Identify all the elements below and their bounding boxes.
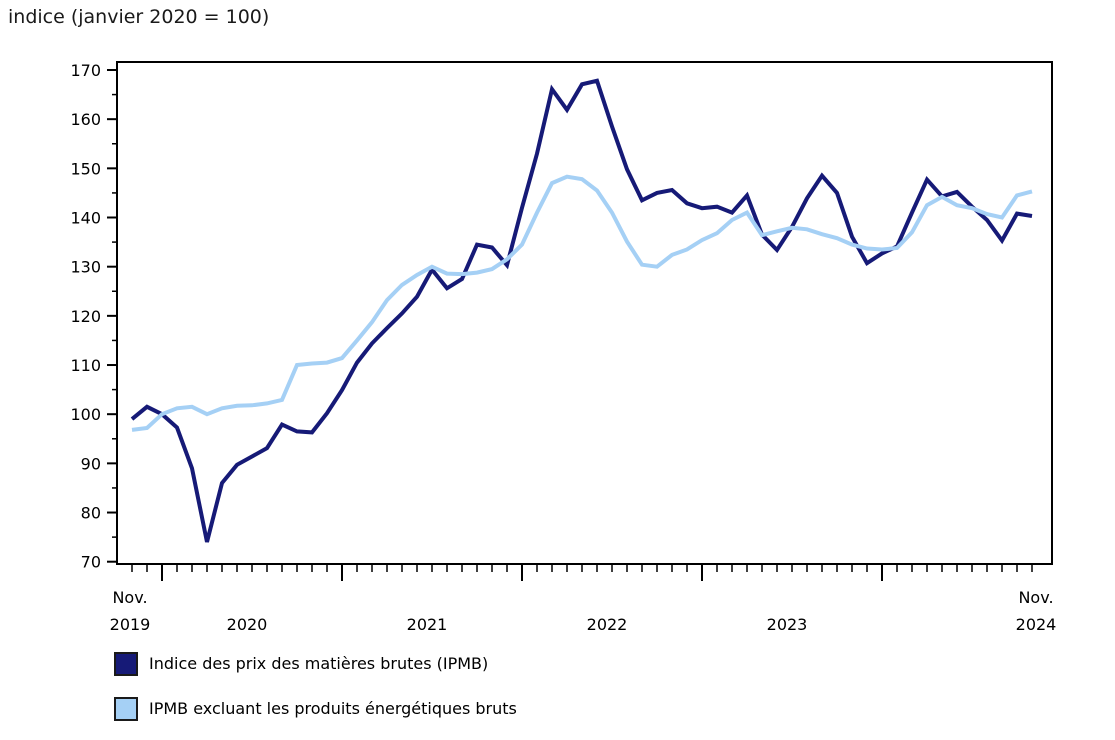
x-label-2021: 2021 — [407, 615, 448, 634]
legend-item-ipmb: Indice des prix des matières brutes (IPM… — [114, 651, 517, 676]
x-label-nov-2019: Nov. — [112, 588, 147, 607]
x-label-2023: 2023 — [767, 615, 808, 634]
y-tick-label: 140 — [70, 209, 101, 228]
ipmb-ex-energy-line — [131, 174, 1033, 432]
y-tick-label: 120 — [70, 307, 101, 326]
plot-frame — [116, 61, 1053, 565]
legend-swatch-ipmb-ex-energy — [114, 696, 138, 721]
legend-label-ipmb-ex-energy: IPMB excluant les produits énergétiques … — [149, 699, 517, 718]
legend-label-ipmb: Indice des prix des matières brutes (IPM… — [149, 654, 489, 673]
y-tick-label: 170 — [70, 61, 101, 80]
y-tick-label: 150 — [70, 159, 101, 178]
y-tick-label: 130 — [70, 258, 101, 277]
x-label-2020: 2020 — [227, 615, 268, 634]
y-tick-label: 80 — [81, 504, 101, 523]
x-label-nov-2024: Nov. — [1018, 588, 1053, 607]
y-tick-label: 110 — [70, 356, 101, 375]
ipmb-line — [130, 78, 1033, 543]
chart-legend: Indice des prix des matières brutes (IPM… — [114, 651, 517, 740]
legend-swatch-ipmb — [114, 651, 138, 676]
y-tick-label: 90 — [81, 454, 101, 473]
y-tick-label: 70 — [81, 553, 101, 572]
legend-item-ipmb-ex-energy: IPMB excluant les produits énergétiques … — [114, 696, 517, 721]
y-tick-label: 160 — [70, 110, 101, 129]
x-label-2022: 2022 — [587, 615, 628, 634]
chart-title: indice (janvier 2020 = 100) — [8, 6, 270, 28]
x-label-2024: 2024 — [1016, 615, 1057, 634]
y-tick-label: 100 — [70, 405, 101, 424]
x-label-2019: 2019 — [110, 615, 151, 634]
